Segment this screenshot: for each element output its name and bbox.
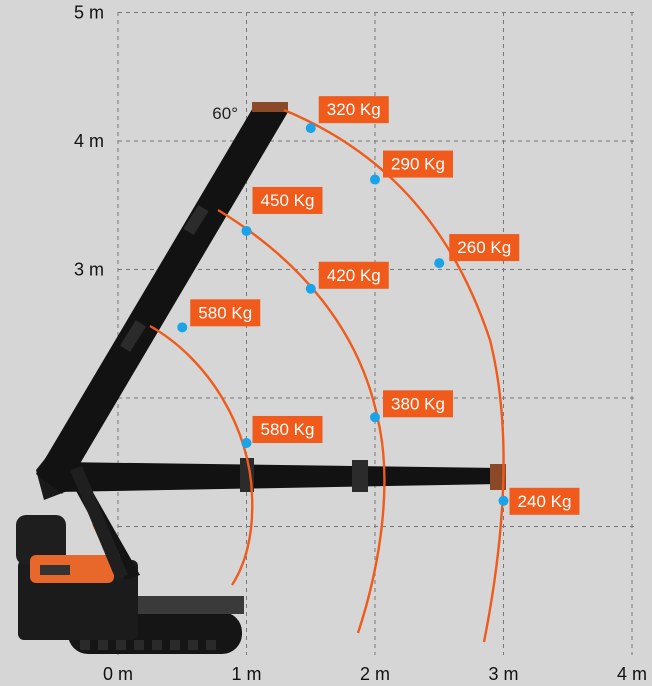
load-label: 580 Kg [261, 420, 315, 439]
load-label: 320 Kg [327, 100, 381, 119]
load-label-box [383, 390, 453, 418]
load-arc [283, 108, 505, 643]
y-tick-label: 4 m [74, 131, 104, 151]
load-point [498, 495, 509, 506]
load-label-box [252, 186, 323, 214]
axis-ticks: 0 m 1 m 2 m 3 m 4 m 3 m 4 m 5 m [74, 3, 647, 685]
x-tick-label: 4 m [617, 664, 647, 684]
x-tick-label: 0 m [103, 664, 133, 684]
y-tick-label: 3 m [74, 260, 104, 280]
x-tick-label: 2 m [360, 664, 390, 684]
load-label-box [383, 150, 453, 178]
angle-label: 60° [212, 104, 238, 123]
load-label-box [190, 299, 261, 327]
load-label-box [252, 415, 323, 443]
load-point [241, 437, 252, 448]
load-labels: 580 Kg 580 Kg 450 Kg 420 Kg 380 Kg 320 Kg 290 … [190, 96, 580, 515]
load-point [370, 174, 380, 185]
load-label: 380 Kg [391, 394, 445, 413]
crane-machine-illustration [16, 102, 506, 654]
load-label: 260 Kg [457, 238, 511, 257]
load-point [305, 123, 316, 134]
y-tick-label: 5 m [74, 3, 104, 23]
load-label-box [449, 234, 520, 262]
load-label: 240 Kg [518, 492, 572, 511]
load-points [177, 123, 509, 506]
load-label-box [318, 261, 389, 289]
load-arcs [149, 108, 505, 643]
x-tick-label: 3 m [488, 664, 518, 684]
load-label: 290 Kg [391, 155, 445, 174]
load-point [241, 225, 252, 236]
load-label: 420 Kg [327, 266, 381, 285]
load-label: 580 Kg [198, 303, 252, 322]
load-label-box [509, 487, 580, 515]
load-label: 450 Kg [261, 191, 315, 210]
load-point [370, 412, 380, 423]
load-point [177, 322, 188, 333]
x-tick-label: 1 m [231, 664, 261, 684]
load-point [434, 258, 445, 269]
load-point [305, 283, 316, 294]
load-label-box [318, 96, 389, 124]
load-arc [149, 324, 254, 586]
